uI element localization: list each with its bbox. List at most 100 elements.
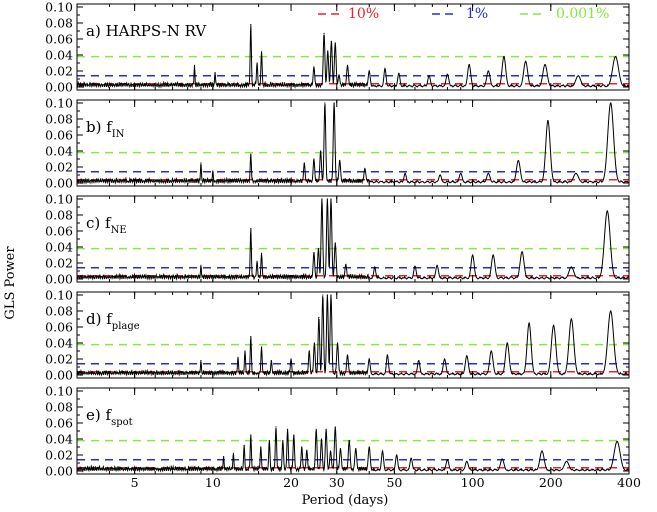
peak-point bbox=[616, 440, 618, 442]
peak-point bbox=[282, 440, 284, 442]
x-tick-label: 20 bbox=[283, 475, 299, 490]
peak-point bbox=[243, 444, 245, 446]
peak-point bbox=[306, 449, 308, 451]
peak-point bbox=[338, 74, 340, 76]
peak-point bbox=[318, 316, 320, 318]
peak-point bbox=[330, 198, 332, 200]
peak-point bbox=[250, 24, 252, 26]
y-tick-label: 0.10 bbox=[45, 288, 73, 303]
peak-point bbox=[250, 228, 252, 230]
peak-point bbox=[439, 174, 441, 176]
peak-point bbox=[575, 172, 577, 174]
peak-point bbox=[326, 198, 328, 200]
peak-point bbox=[286, 428, 289, 430]
peak-point bbox=[386, 354, 389, 356]
panel-frame bbox=[76, 195, 630, 283]
peak-point bbox=[200, 162, 202, 164]
periodogram-line bbox=[77, 426, 629, 473]
peak-point bbox=[200, 360, 202, 362]
y-tick-label: 0.10 bbox=[45, 0, 73, 15]
peak-point bbox=[396, 454, 398, 456]
peak-point bbox=[503, 56, 505, 58]
panel-variable: f bbox=[106, 118, 113, 136]
peak-point bbox=[308, 350, 310, 352]
peak-point bbox=[525, 60, 527, 63]
peak-point bbox=[404, 172, 406, 174]
y-tick-label: 0.00 bbox=[45, 272, 73, 287]
panel-subscript: spot bbox=[111, 417, 133, 428]
periodogram-line bbox=[77, 102, 629, 185]
peak-point bbox=[214, 72, 216, 74]
peak-point bbox=[333, 102, 335, 104]
panel-letter: c) bbox=[86, 214, 105, 232]
peak-point bbox=[260, 51, 263, 53]
peak-point bbox=[414, 265, 416, 267]
peak-point bbox=[374, 266, 376, 268]
peak-point bbox=[323, 32, 325, 35]
y-tick-label: 0.08 bbox=[45, 112, 73, 127]
panel-4: 0.000.020.040.060.080.10 d) fplage bbox=[45, 288, 630, 383]
peak-point bbox=[325, 428, 327, 430]
peak-point bbox=[487, 70, 489, 72]
y-tick-label: 0.06 bbox=[45, 224, 73, 239]
panel-frame bbox=[76, 291, 630, 379]
peak-point bbox=[334, 242, 336, 244]
peak-point bbox=[443, 358, 446, 360]
peak-point bbox=[541, 450, 543, 452]
legend-label: 1% bbox=[466, 6, 488, 22]
peak-point bbox=[517, 160, 519, 162]
peak-point bbox=[317, 248, 320, 250]
peak-point bbox=[355, 448, 357, 450]
peak-point bbox=[492, 254, 494, 256]
panel-label: e) fspot bbox=[86, 406, 133, 428]
panel-2: 0.000.020.040.060.080.10 b) fIN bbox=[45, 96, 630, 191]
y-tick-label: 0.00 bbox=[45, 80, 73, 95]
peak-point bbox=[322, 294, 324, 296]
y-tick-label: 0.02 bbox=[45, 256, 73, 271]
peak-point bbox=[552, 324, 555, 326]
peak-point bbox=[472, 254, 474, 256]
peak-point bbox=[290, 358, 292, 360]
y-tick-label: 0.06 bbox=[45, 32, 73, 47]
panel-variable: f bbox=[106, 310, 113, 328]
peak-point bbox=[275, 426, 277, 428]
peak-point bbox=[313, 158, 315, 160]
panel-label: c) fNE bbox=[86, 214, 127, 236]
y-tick-label: 0.02 bbox=[45, 352, 73, 367]
panel-3: 0.000.020.040.060.080.10 c) fNE bbox=[45, 192, 630, 287]
peak-point bbox=[577, 75, 579, 77]
peak-point bbox=[446, 459, 449, 461]
peak-point bbox=[460, 172, 462, 174]
peak-point bbox=[565, 460, 568, 462]
peak-point bbox=[339, 448, 342, 450]
peak-point bbox=[193, 64, 196, 66]
x-tick-labels: 5 10 20 30 50 100 200 400 bbox=[131, 475, 641, 490]
panels-group: 0.000.020.040.060.080.10a) HARPS-N RV0.0… bbox=[45, 0, 630, 479]
y-axis-label: GLS Power bbox=[3, 246, 18, 320]
panel-letter: e) bbox=[86, 406, 106, 424]
peak-point bbox=[336, 342, 339, 344]
y-tick-label: 0.06 bbox=[45, 320, 73, 335]
peak-point bbox=[346, 64, 349, 66]
peak-point bbox=[446, 73, 449, 75]
peak-point bbox=[303, 162, 305, 164]
x-tick-label: 50 bbox=[386, 475, 402, 490]
panel-subscript: IN bbox=[112, 129, 125, 140]
peak-point bbox=[334, 42, 336, 44]
peak-point bbox=[212, 170, 214, 172]
legend-label: 10% bbox=[348, 6, 379, 22]
peak-point bbox=[418, 360, 420, 362]
peak-point bbox=[320, 150, 322, 152]
peak-point bbox=[256, 62, 258, 64]
peak-point bbox=[570, 318, 572, 320]
peak-point bbox=[268, 440, 270, 442]
peak-point bbox=[466, 460, 468, 462]
peak-point bbox=[270, 360, 272, 362]
legend: 10% 1% 0.001% bbox=[318, 6, 609, 22]
peak-point bbox=[301, 446, 303, 448]
y-tick-label: 0.00 bbox=[45, 176, 73, 191]
legend-label: 0.001% bbox=[556, 6, 609, 22]
y-tick-label: 0.08 bbox=[45, 16, 73, 31]
peak-point bbox=[368, 446, 370, 448]
panel-subscript: NE bbox=[111, 225, 127, 236]
